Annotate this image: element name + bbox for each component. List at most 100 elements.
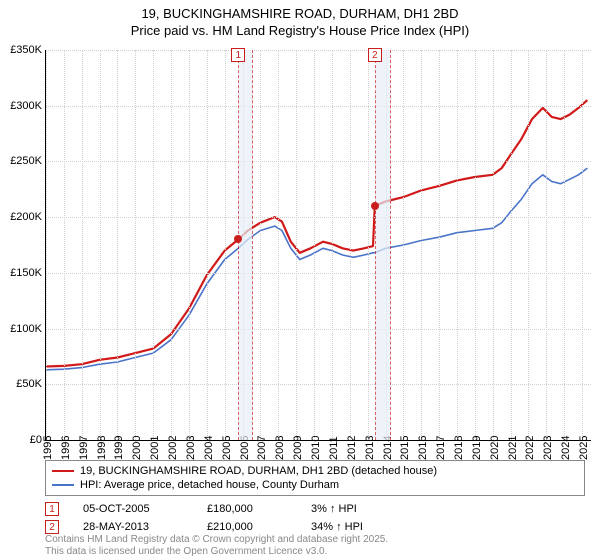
sale-date: 28-MAY-2013 [83,521,183,533]
y-axis-label: £50K [16,378,42,390]
x-axis-label: 2003 [185,436,197,460]
gridline-v [439,50,440,440]
shaded-band [375,50,391,440]
gridline-v [117,50,118,440]
gridline-v [511,50,512,440]
shaded-band [238,50,253,440]
gridline-v [100,50,101,440]
attribution-line-1: Contains HM Land Registry data © Crown c… [45,534,388,546]
x-axis-label: 2025 [578,436,590,460]
y-axis-label: £150K [10,267,42,279]
x-axis-label: 2024 [560,436,572,460]
attribution-text: Contains HM Land Registry data © Crown c… [45,534,388,558]
y-axis-label: £300K [10,100,42,112]
x-axis-label: 2019 [471,436,483,460]
x-axis-label: 2008 [274,436,286,460]
legend-item: HPI: Average price, detached house, Coun… [52,478,578,492]
legend-box: 19, BUCKINGHAMSHIRE ROAD, DURHAM, DH1 2B… [45,460,585,496]
gridline-h [46,161,591,162]
gridline-v [135,50,136,440]
gridline-v [225,50,226,440]
gridline-h [46,217,591,218]
gridline-v [296,50,297,440]
gridline-v [350,50,351,440]
chart-container: 19, BUCKINGHAMSHIRE ROAD, DURHAM, DH1 2B… [0,0,600,560]
plot-area: £0£50K£100K£150K£200K£250K£300K£350K1995… [45,50,591,441]
gridline-v [82,50,83,440]
gridline-v [368,50,369,440]
sale-marker-number: 2 [368,48,382,62]
legend-item: 19, BUCKINGHAMSHIRE ROAD, DURHAM, DH1 2B… [52,464,578,478]
sale-marker-dot [371,202,379,210]
x-axis-label: 2001 [149,436,161,460]
gridline-h [46,106,591,107]
x-axis-label: 2004 [203,436,215,460]
title-line-1: 19, BUCKINGHAMSHIRE ROAD, DURHAM, DH1 2B… [0,6,600,23]
x-axis-label: 2010 [310,436,322,460]
sale-marker-number: 1 [231,48,245,62]
y-axis-label: £250K [10,155,42,167]
gridline-v [189,50,190,440]
gridline-v [332,50,333,440]
legend-swatch [52,484,74,486]
x-axis-label: 2011 [328,436,340,460]
line-series-svg [46,50,591,440]
legend-label: HPI: Average price, detached house, Coun… [80,479,339,491]
y-axis-label: £200K [10,211,42,223]
attribution-line-2: This data is licensed under the Open Gov… [45,546,388,558]
gridline-v [582,50,583,440]
gridline-v [403,50,404,440]
gridline-v [278,50,279,440]
x-axis-label: 2020 [489,436,501,460]
x-axis-label: 2007 [256,436,268,460]
x-axis-label: 1995 [42,436,54,460]
x-axis-label: 2022 [524,436,536,460]
gridline-v [171,50,172,440]
y-axis-label: £0 [30,434,42,446]
y-axis-label: £350K [10,44,42,56]
gridline-v [546,50,547,440]
sale-hpi-delta: 3% ↑ HPI [311,503,357,515]
gridline-v [421,50,422,440]
sale-number-badge: 1 [45,502,59,516]
x-axis-label: 1999 [113,436,125,460]
gridline-v [260,50,261,440]
sale-marker-dot [234,235,242,243]
x-axis-label: 2021 [507,436,519,460]
title-line-2: Price paid vs. HM Land Registry's House … [0,23,600,40]
gridline-v [207,50,208,440]
chart-title: 19, BUCKINGHAMSHIRE ROAD, DURHAM, DH1 2B… [0,0,600,40]
sale-date: 05-OCT-2005 [83,503,183,515]
sale-hpi-delta: 34% ↑ HPI [311,521,363,533]
sale-row: 1 05-OCT-2005 £180,000 3% ↑ HPI [45,500,363,518]
x-axis-label: 2015 [399,436,411,460]
x-axis-label: 2016 [417,436,429,460]
gridline-h [46,50,591,51]
series-hpi [46,168,587,370]
x-axis-label: 2023 [542,436,554,460]
gridline-h [46,384,591,385]
sale-number-badge: 2 [45,520,59,534]
gridline-v [153,50,154,440]
gridline-v [64,50,65,440]
gridline-v [493,50,494,440]
x-axis-label: 1998 [96,436,108,460]
x-axis-label: 1997 [78,436,90,460]
sale-price: £180,000 [207,503,287,515]
gridline-v [46,50,47,440]
x-axis-label: 2000 [131,436,143,460]
x-axis-label: 2018 [453,436,465,460]
gridline-v [528,50,529,440]
gridline-h [46,329,591,330]
y-axis-label: £100K [10,323,42,335]
legend-swatch [52,470,74,472]
x-axis-label: 2005 [221,436,233,460]
gridline-v [457,50,458,440]
x-axis-label: 2017 [435,436,447,460]
gridline-v [314,50,315,440]
gridline-v [564,50,565,440]
gridline-v [475,50,476,440]
x-axis-label: 2012 [346,436,358,460]
x-axis-label: 2002 [167,436,179,460]
sales-table: 1 05-OCT-2005 £180,000 3% ↑ HPI 2 28-MAY-2013… [45,500,363,536]
